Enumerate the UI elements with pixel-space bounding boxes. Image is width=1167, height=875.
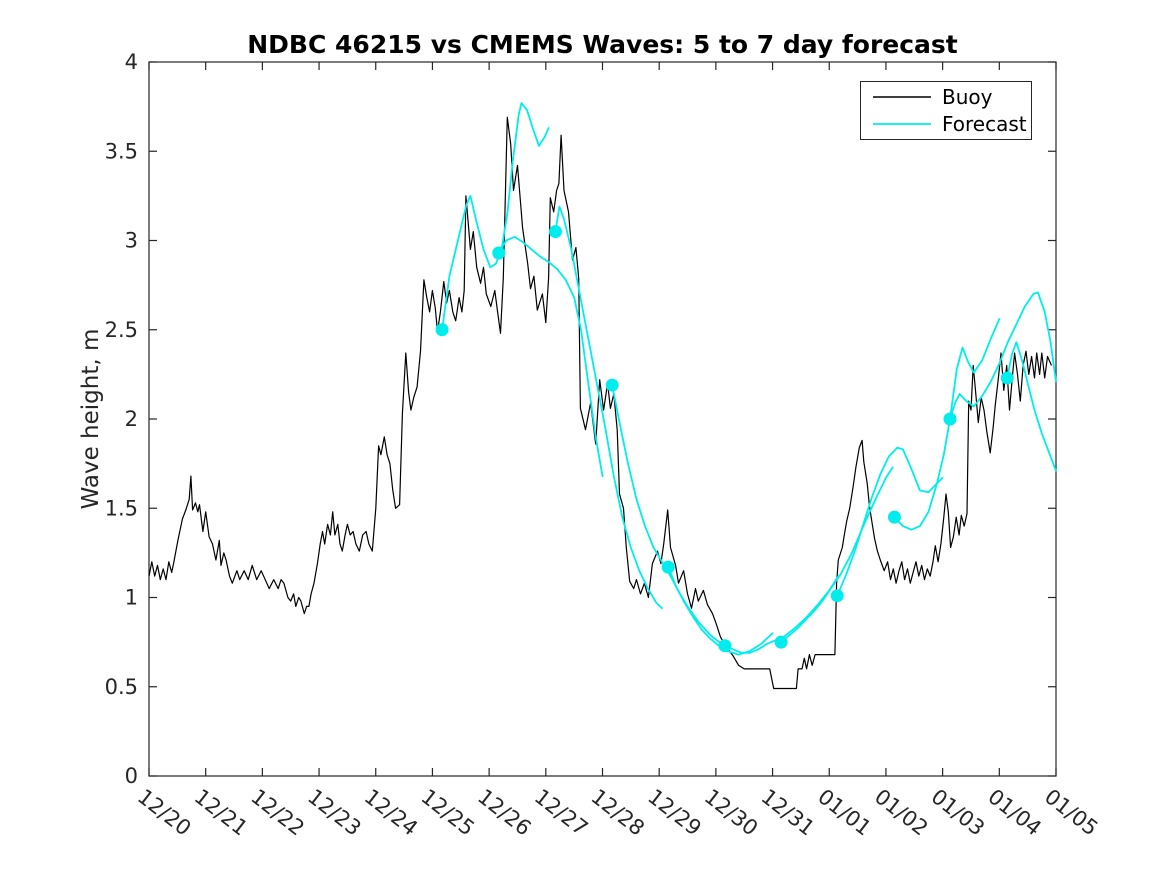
- forecast-start-marker: [830, 589, 844, 603]
- y-tick-label: 0: [125, 764, 138, 788]
- forecast-start-marker: [435, 323, 449, 337]
- buoy-legend-line-icon: [873, 95, 931, 98]
- x-tick-label: 12/24: [360, 784, 422, 840]
- forecast-start-marker: [605, 378, 619, 392]
- forecast-start-marker: [661, 560, 675, 574]
- forecast-segment-line: [949, 291, 1057, 420]
- legend-label-buoy: Buoy: [942, 84, 993, 109]
- y-tick-label: 3.5: [105, 139, 138, 163]
- x-tick-label: 12/20: [133, 784, 195, 840]
- x-tick-label: 12/31: [757, 784, 819, 840]
- buoy-series-line: [148, 116, 1053, 690]
- y-tick-label: 3: [125, 229, 138, 253]
- forecast-segment-line: [1006, 341, 1057, 472]
- forecast-start-marker: [718, 639, 732, 653]
- forecast-start-marker: [887, 510, 901, 524]
- y-tick-label: 4: [125, 50, 138, 74]
- x-tick-label: 01/01: [813, 784, 875, 840]
- x-tick-label: 01/02: [870, 784, 932, 840]
- x-tick-label: 12/25: [417, 784, 479, 840]
- forecast-legend-line-icon: [873, 123, 931, 126]
- y-tick-label: 2: [125, 407, 138, 431]
- chart-title: NDBC 46215 vs CMEMS Waves: 5 to 7 day fo…: [247, 30, 958, 59]
- x-tick-label: 12/21: [190, 784, 252, 840]
- x-tick-label: 01/03: [927, 784, 989, 840]
- forecast-segment-line: [497, 235, 604, 478]
- legend: Buoy Forecast: [860, 81, 1032, 140]
- forecast-segment-line: [554, 205, 663, 610]
- forecast-segment-line: [667, 566, 774, 656]
- y-tick-label: 1.5: [105, 496, 138, 520]
- x-tick-label: 01/05: [1040, 784, 1102, 840]
- forecast-segment-line: [780, 466, 894, 643]
- legend-label-forecast: Forecast: [942, 112, 1027, 137]
- x-tick-label: 12/27: [530, 784, 592, 840]
- forecast-start-marker: [1000, 371, 1014, 385]
- plot-box: [148, 61, 1057, 777]
- x-tick-label: 12/23: [303, 784, 365, 840]
- x-tick-label: 12/28: [587, 784, 649, 840]
- x-tick-label: 12/26: [473, 784, 535, 840]
- forecast-start-marker: [774, 635, 788, 649]
- y-axis-label: Wave height, m: [78, 328, 104, 510]
- legend-item-buoy: Buoy: [861, 84, 1031, 110]
- y-tick-label: 2.5: [105, 318, 138, 342]
- x-tick-label: 12/29: [643, 784, 705, 840]
- forecast-segment-line: [836, 446, 944, 597]
- forecast-segment-line: [611, 384, 731, 649]
- x-tick-label: 12/30: [700, 784, 762, 840]
- legend-item-forecast: Forecast: [861, 111, 1031, 137]
- x-tick-label: 01/04: [983, 784, 1045, 840]
- y-tick-label: 0.5: [105, 675, 138, 699]
- y-tick-label: 1: [125, 586, 138, 610]
- x-tick-label: 12/22: [246, 784, 308, 840]
- forecast-start-marker: [492, 246, 506, 260]
- forecast-start-marker: [943, 412, 957, 426]
- forecast-start-marker: [548, 225, 562, 239]
